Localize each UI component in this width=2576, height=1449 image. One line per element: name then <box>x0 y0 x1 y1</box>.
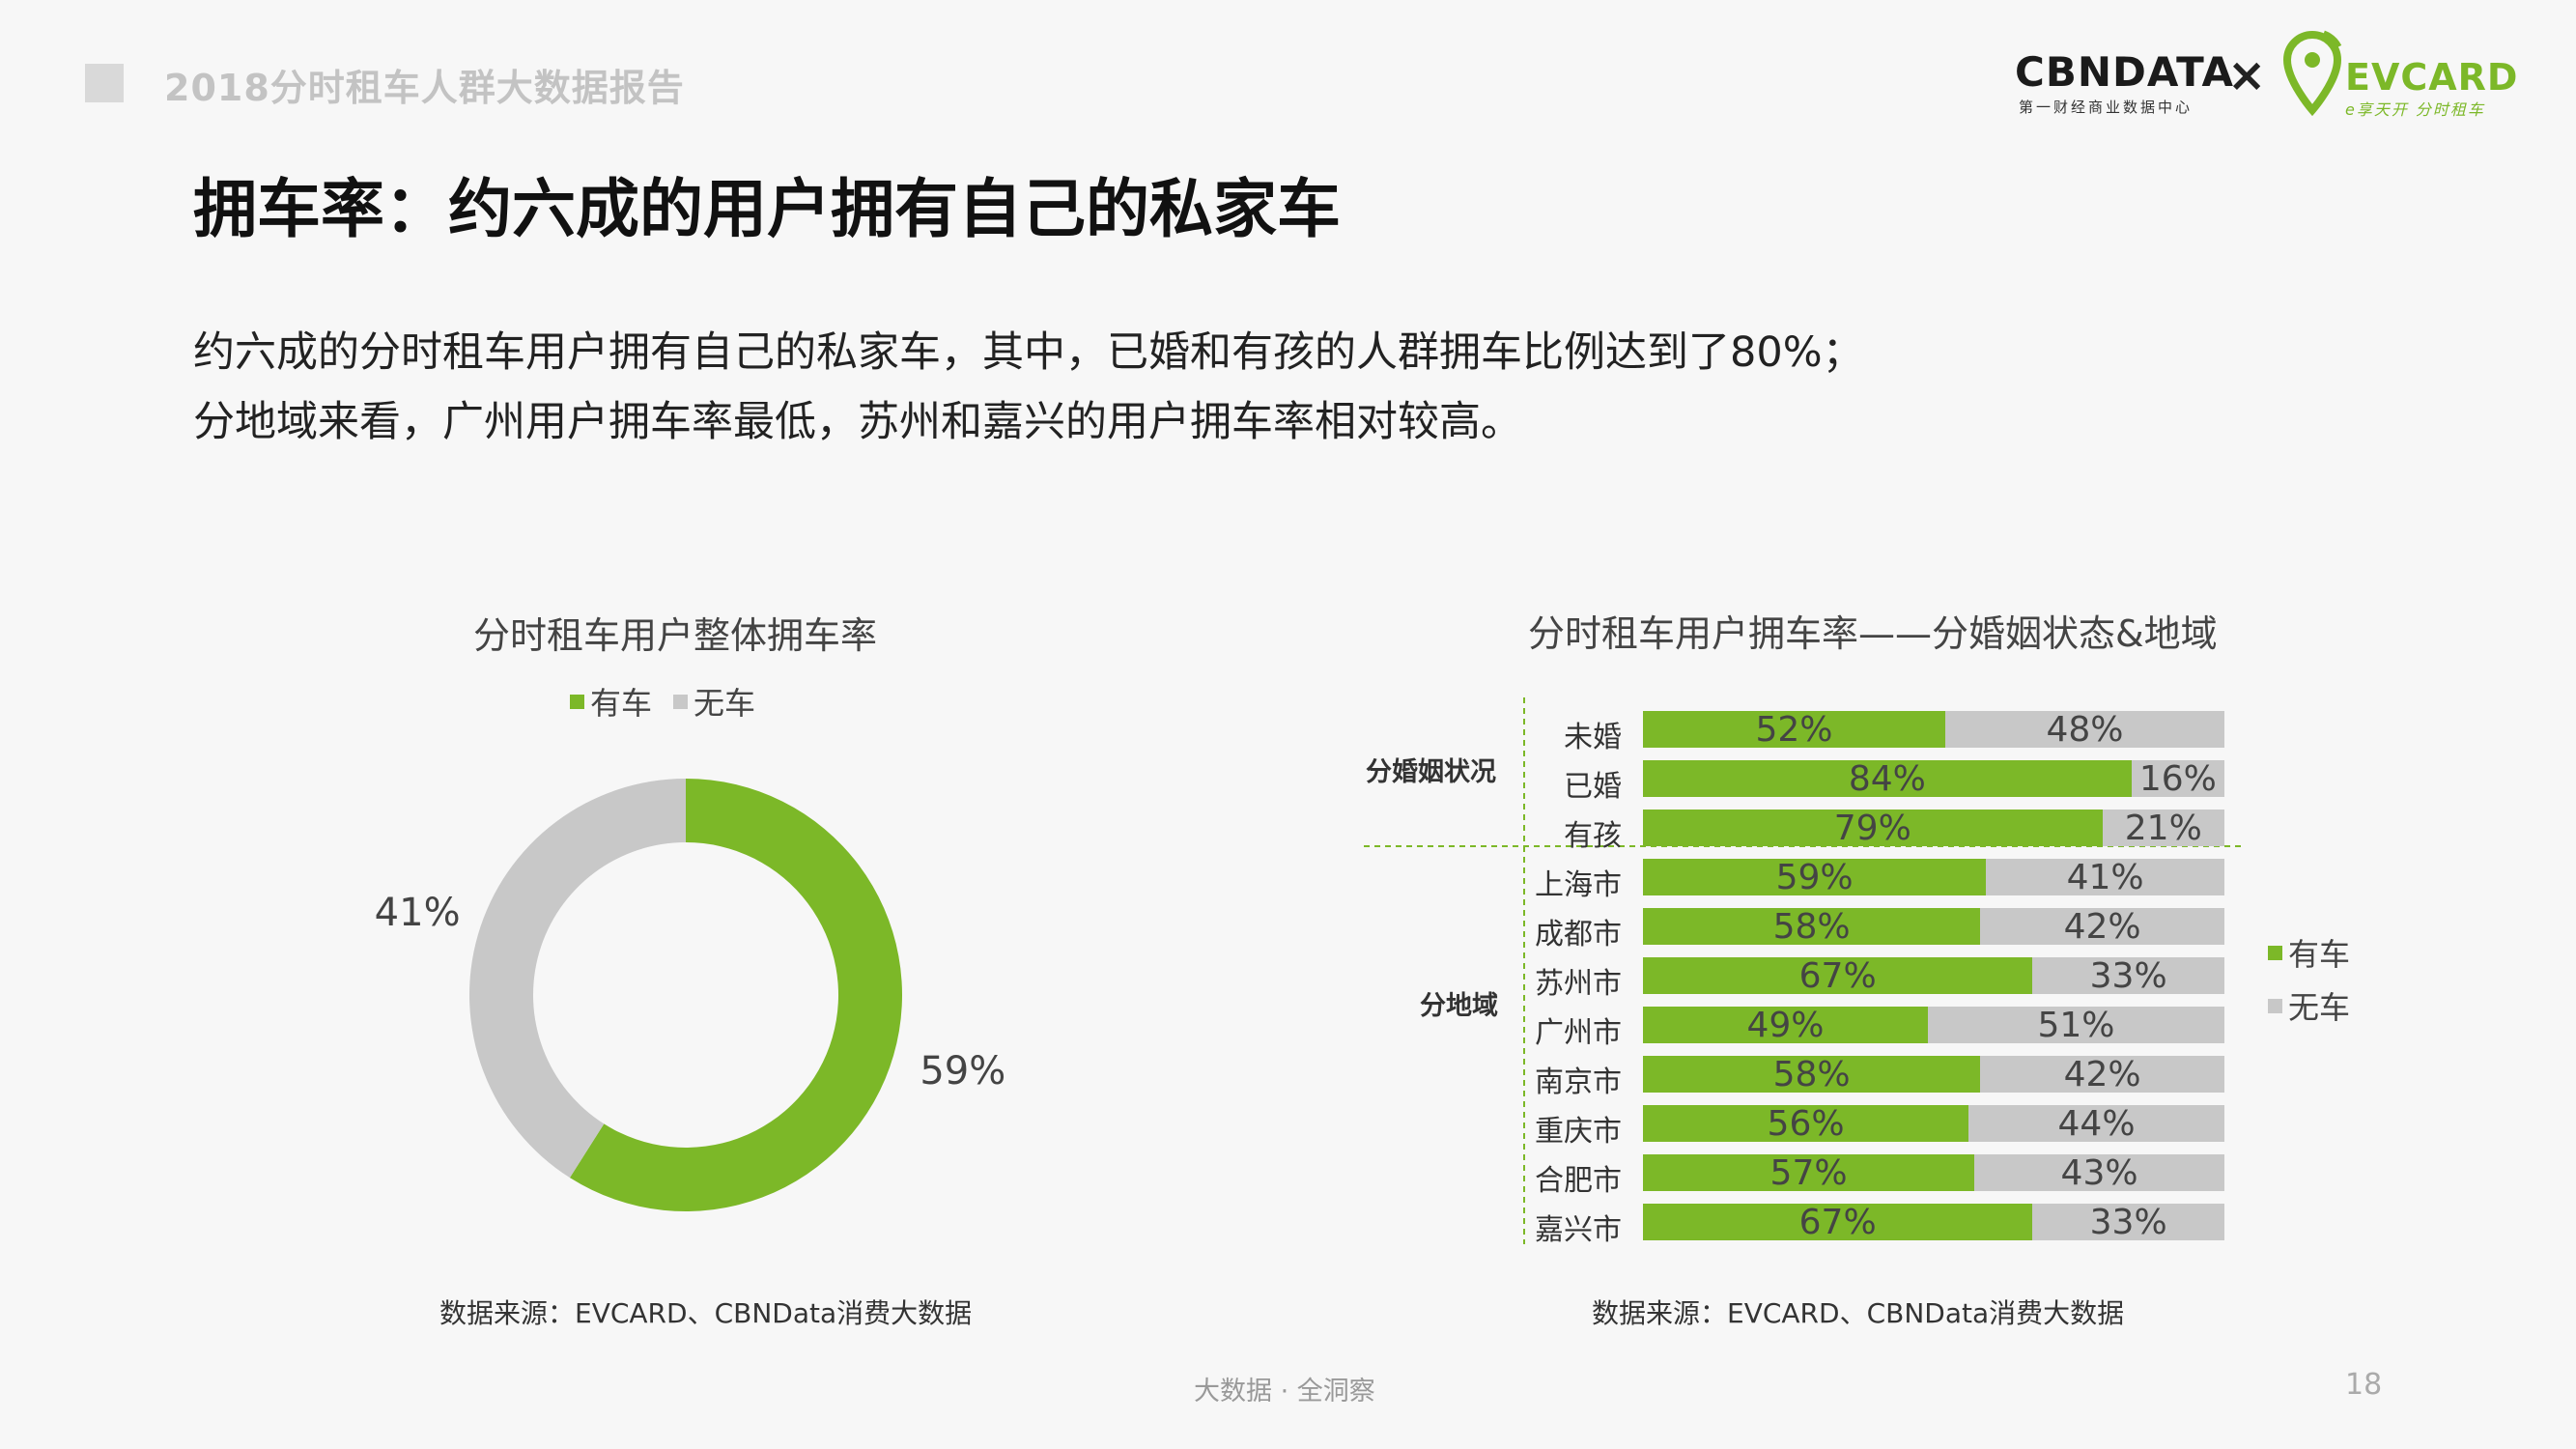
donut-slice-none <box>468 779 686 1179</box>
bar-segment-none: 33% <box>2032 957 2224 994</box>
bar-segment-none: 48% <box>1945 711 2224 748</box>
bar-segment-none: 43% <box>1974 1154 2224 1191</box>
bar-row: 67% 33% <box>1643 1204 2224 1240</box>
bar-chart-title: 分时租车用户拥车率——分婚姻状态&地域 <box>1528 612 2218 655</box>
bar-legend-none: 无车 <box>2268 983 2350 1028</box>
bar-segment-own: 57% <box>1643 1154 1975 1191</box>
legend-item-none: 无车 <box>673 679 755 724</box>
evcard-logo: EVCARD <box>2345 56 2519 99</box>
evcard-pin-icon <box>2282 30 2342 116</box>
bar-segment-own: 59% <box>1643 859 1987 895</box>
evcard-logo-subtitle: e享天开 分时租车 <box>2345 100 2485 119</box>
bar-category-label: 已婚 <box>1564 770 1622 804</box>
donut-value-label-own: 59% <box>920 1049 1006 1094</box>
bar-row: 84% 16% <box>1643 760 2224 797</box>
bar-row: 56% 44% <box>1643 1105 2224 1142</box>
bar-category-label: 嘉兴市 <box>1535 1213 1622 1247</box>
header-square-icon <box>85 64 124 102</box>
donut-chart <box>468 779 902 1211</box>
bar-row: 49% 51% <box>1643 1007 2224 1043</box>
legend-label-own: 有车 <box>2288 936 2351 973</box>
legend-label-none: 无车 <box>2288 989 2351 1026</box>
group-label-region: 分地域 <box>1420 991 1498 1021</box>
bar-category-label: 成都市 <box>1535 918 1622 952</box>
bar-segment-own: 84% <box>1643 760 2132 797</box>
bar-segment-none: 33% <box>2032 1204 2224 1240</box>
bar-segment-own: 56% <box>1643 1105 1969 1142</box>
bar-category-label: 上海市 <box>1535 868 1622 902</box>
donut-slice-own <box>569 779 902 1211</box>
donut-value-label-none: 41% <box>374 890 461 935</box>
bar-category-label: 广州市 <box>1535 1016 1622 1050</box>
bar-segment-none: 51% <box>1927 1007 2224 1043</box>
bar-row: 59% 41% <box>1643 859 2224 895</box>
footer-slogan: 大数据 · 全洞察 <box>1194 1377 1375 1406</box>
legend-item-own: 有车 <box>570 679 652 724</box>
bar-segment-own: 67% <box>1643 957 2033 994</box>
bar-chart-axes <box>1364 697 2243 1244</box>
legend-swatch-own <box>570 694 584 709</box>
donut-chart-title: 分时租车用户整体拥车率 <box>473 614 878 657</box>
cbndata-logo: CBNDATA <box>2015 48 2234 96</box>
group-label-marriage: 分婚姻状况 <box>1366 757 1496 787</box>
bar-category-label: 合肥市 <box>1535 1164 1622 1198</box>
bar-category-label: 未婚 <box>1564 721 1622 754</box>
bar-category-label: 苏州市 <box>1535 967 1622 1001</box>
bar-segment-none: 44% <box>1968 1105 2224 1142</box>
donut-chart-source: 数据来源：EVCARD、CBNData消费大数据 <box>439 1297 973 1329</box>
legend-swatch-none <box>2268 998 2282 1013</box>
description-line-1: 约六成的分时租车用户拥有自己的私家车，其中，已婚和有孩的人群拥车比例达到了80%… <box>193 328 1864 377</box>
logo-separator: × <box>2227 48 2267 102</box>
bar-row: 58% 42% <box>1643 1056 2224 1093</box>
bar-segment-own: 67% <box>1643 1204 2033 1240</box>
legend-label-none: 无车 <box>694 685 756 722</box>
bar-segment-none: 21% <box>2102 810 2224 846</box>
bar-segment-own: 52% <box>1643 711 1946 748</box>
bar-row: 57% 43% <box>1643 1154 2224 1191</box>
cbndata-logo-subtitle: 第一财经商业数据中心 <box>2019 99 2194 116</box>
bar-row: 58% 42% <box>1643 908 2224 945</box>
bar-row: 52% 48% <box>1643 711 2224 748</box>
bar-chart-source: 数据来源：EVCARD、CBNData消费大数据 <box>1592 1297 2125 1329</box>
bar-segment-none: 42% <box>1980 1056 2224 1093</box>
bar-row: 67% 33% <box>1643 957 2224 994</box>
bar-legend-own: 有车 <box>2268 930 2350 975</box>
bar-segment-own: 58% <box>1643 908 1981 945</box>
bar-segment-none: 41% <box>1986 859 2224 895</box>
report-title: 2018分时租车人群大数据报告 <box>164 67 685 109</box>
description-line-2: 分地域来看，广州用户拥车率最低，苏州和嘉兴的用户拥车率相对较高。 <box>193 398 1522 446</box>
page-number: 18 <box>2345 1368 2383 1402</box>
legend-swatch-own <box>2268 945 2282 960</box>
bar-segment-none: 16% <box>2131 760 2224 797</box>
legend-swatch-none <box>673 694 689 709</box>
bar-segment-none: 42% <box>1980 908 2224 945</box>
donut-legend: 有车 无车 <box>570 679 777 724</box>
legend-label-own: 有车 <box>590 685 653 722</box>
bar-segment-own: 58% <box>1643 1056 1981 1093</box>
page-title: 拥车率：约六成的用户拥有自己的私家车 <box>193 172 1341 246</box>
bar-category-label: 重庆市 <box>1535 1115 1622 1149</box>
bar-category-label: 南京市 <box>1535 1065 1622 1099</box>
bar-category-label: 有孩 <box>1564 819 1622 853</box>
bar-segment-own: 79% <box>1643 810 2103 846</box>
bar-segment-own: 49% <box>1643 1007 1928 1043</box>
bar-row: 79% 21% <box>1643 810 2224 846</box>
